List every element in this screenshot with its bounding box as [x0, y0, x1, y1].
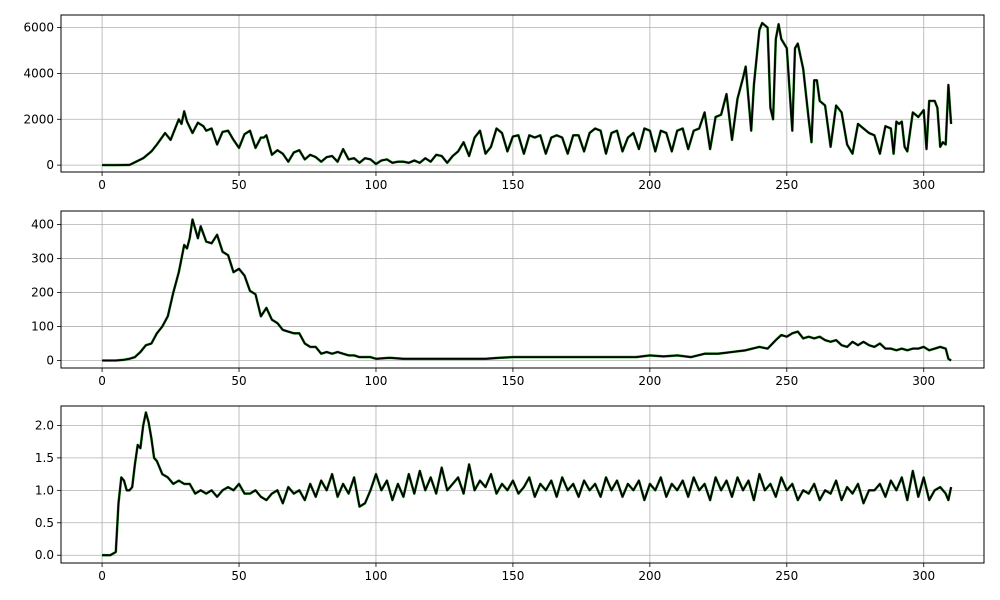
- subplot-2: 0 50 100 150 200 250 300 0 100 200 300 400: [31, 210, 985, 388]
- y-tick-label: 0.0: [35, 548, 54, 562]
- x-tick-label: 100: [365, 569, 388, 583]
- y-tick-label: 400: [31, 218, 54, 232]
- axes-frame: [60, 210, 985, 369]
- x-tick-label: 50: [231, 374, 246, 388]
- x-tick-label: 200: [638, 178, 661, 192]
- x-tick-label: 0: [98, 374, 106, 388]
- y-tick-label: 2.0: [35, 418, 54, 432]
- x-tick-label: 0: [98, 569, 106, 583]
- y-tick-label: 0: [46, 354, 54, 368]
- y-tick-label: 200: [31, 286, 54, 300]
- x-tick-label: 100: [365, 178, 388, 192]
- y-tick-label: 0: [46, 158, 54, 172]
- y-tick-label: 6000: [23, 21, 54, 35]
- y-tick-label: 1.5: [35, 451, 54, 465]
- x-tick-label: 100: [365, 374, 388, 388]
- x-tick-label: 300: [912, 374, 935, 388]
- y-tick-label: 0.5: [35, 516, 54, 530]
- x-tick-label: 200: [638, 374, 661, 388]
- subplot-3: 0 50 100 150 200 250 300 0.0 0.5 1.0 1.5 2.0: [35, 405, 985, 583]
- x-tick-label: 250: [775, 178, 798, 192]
- axes-frame: [60, 14, 985, 173]
- x-tick-label: 50: [231, 569, 246, 583]
- y-tick-label: 100: [31, 320, 54, 334]
- series-line-black: [102, 411, 952, 557]
- axes-frame: [60, 405, 985, 564]
- x-tick-label: 0: [98, 178, 106, 192]
- y-tick-label: 1.0: [35, 483, 54, 497]
- subplot-1: 0 50 100 150 200 250 300 0 2000 4000 6000: [23, 14, 985, 192]
- x-tick-label: 150: [501, 569, 524, 583]
- y-tick-label: 300: [31, 252, 54, 266]
- x-tick-label: 250: [775, 374, 798, 388]
- series-line-black: [102, 22, 952, 167]
- y-tick-label: 4000: [23, 66, 54, 80]
- x-tick-label: 300: [912, 178, 935, 192]
- y-tick-label: 2000: [23, 112, 54, 126]
- series-line-black: [102, 218, 952, 362]
- x-tick-label: 200: [638, 569, 661, 583]
- x-tick-label: 50: [231, 178, 246, 192]
- x-tick-label: 150: [501, 178, 524, 192]
- x-tick-label: 250: [775, 569, 798, 583]
- x-tick-label: 150: [501, 374, 524, 388]
- x-tick-label: 300: [912, 569, 935, 583]
